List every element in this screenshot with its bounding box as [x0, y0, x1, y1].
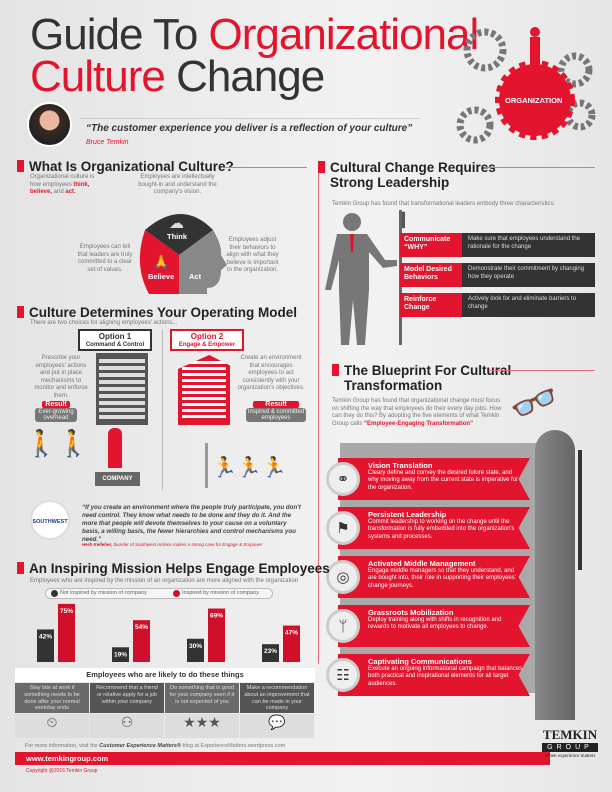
- binoculars-icon: ⚭: [326, 462, 360, 496]
- bar-not-inspired: [262, 644, 279, 662]
- glasses-icon: 👓: [503, 373, 567, 435]
- section-title-mission: An Inspiring Mission Helps Engage Employ…: [17, 561, 330, 576]
- header-quote: “The customer experience you deliver is …: [86, 123, 413, 134]
- temkin-group-logo: TEMKIN GROUP When experience matters: [542, 727, 598, 759]
- roots-icon: ᛘ: [326, 609, 360, 643]
- tug-of-war-icon: 🚶🚶: [25, 428, 90, 458]
- likely-header: Employees who are likely to do these thi…: [15, 668, 315, 682]
- act-desc: Employees adjust their behaviors to alig…: [226, 237, 279, 273]
- result-1: Result Ever-growing overhead: [35, 401, 77, 422]
- blueprint-sub: Temkin Group has found that organization…: [332, 398, 502, 427]
- manager-target-icon: ◎: [326, 560, 360, 594]
- pencil-icon: [578, 450, 582, 570]
- blueprint-card: Vision Translation Cleary define and conv…: [338, 458, 530, 500]
- think-desc: Employees are intellectually bought-in a…: [138, 174, 217, 195]
- bar-not-inspired: [37, 629, 54, 662]
- operating-sub: There are two choices for aligning emplo…: [30, 320, 178, 326]
- bar-label: 69%: [210, 613, 223, 620]
- walking-people-icon: 🏃🏃🏃: [212, 457, 287, 479]
- option-2-box: Option 2 Engage & Empower: [170, 329, 244, 351]
- page-title: Guide To Organizational Culture Change: [30, 10, 479, 101]
- section-title-blueprint: The Blueprint For Cultural Transformation: [332, 363, 511, 393]
- more-info: For more information, visit the Customer…: [25, 743, 286, 749]
- bar-label: 30%: [189, 643, 202, 650]
- copyright: Copyright @2016 Temkin Group: [26, 768, 98, 774]
- blueprint-card: Grassroots Mobilization Deploy training a…: [338, 605, 530, 647]
- behavior-desc: Make a recommendation about an improveme…: [240, 683, 314, 713]
- bar-label: 47%: [285, 630, 298, 637]
- behavior-desc: Recommend that a friend or relative appl…: [90, 683, 164, 713]
- clock-desk-icon: ⏲: [15, 714, 89, 738]
- office-building-icon: [96, 353, 148, 425]
- leader-flag-icon: ⚑: [326, 511, 360, 545]
- blueprint-card: Captivating Communications Execute an ong…: [338, 654, 530, 696]
- bar-label: 75%: [60, 608, 73, 615]
- kelleher-attribution: Herb Kelleher, founder of Southwest Airl…: [82, 542, 263, 547]
- red-leader-icon: [108, 428, 122, 468]
- believe-desc: Employees can tell that leaders are trul…: [77, 244, 133, 273]
- bar-inspired: [208, 608, 225, 662]
- kelleher-quote: “If you create an environment where the …: [82, 504, 301, 543]
- organization-gears-icon: ORGANIZATION: [450, 15, 600, 145]
- behavior-desc: Do something that is good for your compa…: [165, 683, 239, 713]
- head-diagram: ☁ Think 🙏 Believe Act: [137, 210, 227, 294]
- blueprint-card: Persistent Leadership Commit leadership t…: [338, 507, 530, 549]
- modern-building-icon: [178, 355, 230, 425]
- praying-hands-icon: 🙏: [153, 254, 170, 269]
- legend-swatch-inspired: [173, 590, 180, 597]
- bar-inspired: [133, 620, 150, 662]
- brain-icon: ☁: [169, 215, 184, 232]
- mission-bar-chart: 42% 19% 30% 23% 75% 54% 69% 47%: [37, 603, 300, 662]
- signpost-icon: [205, 443, 208, 488]
- mission-sub: Employees who are inspired by the missio…: [30, 578, 299, 584]
- speech-bubbles-icon: 💬: [240, 714, 314, 738]
- bar-not-inspired: [112, 647, 129, 662]
- legend-inspired: Inspired by mission of company: [182, 590, 260, 596]
- organization-label: ORGANIZATION: [505, 96, 563, 105]
- meeting-icon: ☷: [326, 658, 360, 692]
- leadership-sub: Temkin Group has found that transformati…: [332, 201, 556, 207]
- stars-icon: ★★★: [165, 714, 239, 738]
- option-1-box: Option 1 Command & Control: [78, 329, 152, 351]
- think-label: Think: [167, 232, 187, 241]
- section-title-what: What Is Organizational Culture?: [17, 159, 234, 174]
- bar-label: 54%: [135, 624, 148, 631]
- culture-intro: Organizational culture is how employees …: [30, 174, 95, 195]
- section-title-operating: Culture Determines Your Operating Model: [17, 305, 297, 320]
- bar-inspired: [58, 603, 75, 662]
- bar-not-inspired: [187, 638, 204, 662]
- quote-author: Bruce Temkin: [86, 139, 129, 146]
- act-label: Act: [189, 272, 202, 281]
- bar-inspired: [283, 625, 300, 662]
- leadership-row: Model Desired Behaviors Demonstrate their…: [400, 263, 595, 287]
- leader-with-flag-icon: [325, 210, 435, 345]
- section-title-leadership: Cultural Change Requires Strong Leadershi…: [318, 160, 496, 190]
- result-2: Result Inspired & committed employees: [246, 401, 306, 422]
- author-photo: [27, 102, 72, 147]
- behavior-desc: Stay late at work if something needs to …: [15, 683, 89, 713]
- leadership-row: Communicate “WHY” Make sure that employee…: [400, 233, 595, 257]
- option-2-desc: Create an environment that encourages em…: [237, 355, 305, 391]
- option-1-desc: Prescribe your employees' actions and pu…: [34, 355, 88, 399]
- believe-label: Believe: [148, 272, 175, 281]
- legend-not-inspired: Not inspired by mission of company: [60, 590, 147, 596]
- bar-label: 19%: [114, 651, 127, 658]
- leadership-row: Reinforce Change Actively look for and el…: [400, 293, 595, 317]
- chart-legend: Not inspired by mission of company Inspi…: [45, 588, 273, 599]
- bar-label: 23%: [264, 648, 277, 655]
- bar-label: 42%: [39, 633, 52, 640]
- referral-network-icon: ⚇: [90, 714, 164, 738]
- blueprint-card: Activated Middle Management Engage middle…: [338, 556, 530, 598]
- website-link[interactable]: www.temkingroup.com: [26, 754, 109, 763]
- southwest-logo: SOUTHWEST: [30, 500, 70, 540]
- legend-swatch-not-inspired: [51, 590, 58, 597]
- company-cart: COMPANY: [95, 472, 140, 486]
